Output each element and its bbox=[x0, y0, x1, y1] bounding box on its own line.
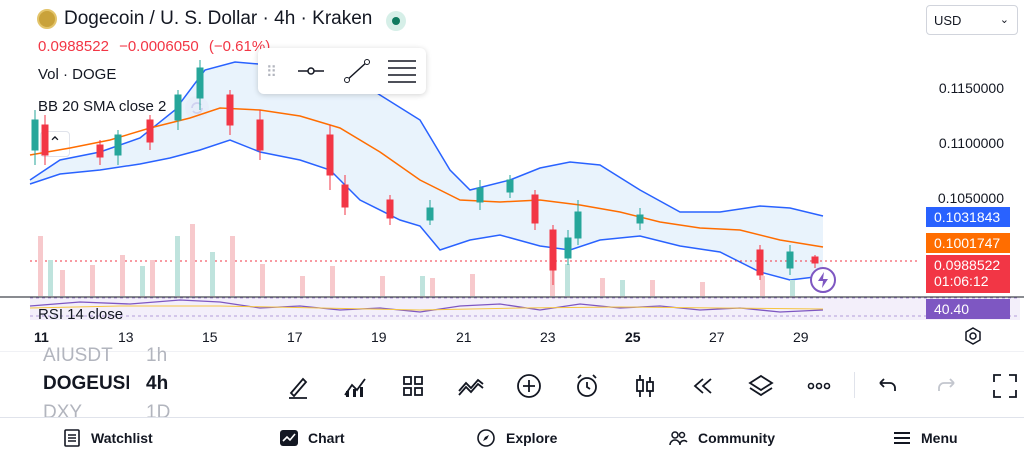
last-price-tag: 0.0988522 01:06:12 bbox=[926, 255, 1010, 293]
candles-icon[interactable] bbox=[630, 371, 660, 401]
alert-clock-icon[interactable] bbox=[572, 371, 602, 401]
bottom-nav: Watchlist Chart Explore Community Menu bbox=[0, 417, 1024, 461]
trend-line-icon[interactable] bbox=[342, 57, 372, 85]
layouts-icon[interactable] bbox=[398, 371, 428, 401]
bollinger-lower-band bbox=[29, 139, 824, 281]
bollinger-indicator-label[interactable]: BB 20 SMA close 2 bbox=[38, 98, 167, 115]
symbol-picker-prev[interactable]: AIUSDT bbox=[43, 345, 113, 366]
horizontal-line-icon[interactable] bbox=[296, 57, 326, 85]
symbol-picker-current[interactable]: DOGEUSD bbox=[43, 373, 129, 394]
bb-upper-tag: 0.1031843 bbox=[926, 207, 1010, 227]
price-change-line: 0.0988522 −0.0006050 (−0.61%) bbox=[38, 38, 276, 55]
nav-community[interactable]: Community bbox=[698, 430, 775, 446]
fullscreen-icon[interactable] bbox=[990, 371, 1020, 401]
chart-nav-icon[interactable] bbox=[279, 428, 299, 448]
more-icon[interactable] bbox=[804, 371, 834, 401]
time-tick: 13 bbox=[118, 329, 134, 345]
interval-picker-current[interactable]: 4h bbox=[146, 373, 169, 394]
bollinger-basis bbox=[29, 107, 824, 248]
brush-icon[interactable] bbox=[283, 371, 313, 401]
chevron-down-icon: ⌄ bbox=[999, 14, 1009, 26]
symbol-picker-next[interactable]: DXY bbox=[43, 402, 83, 417]
menu-icon[interactable] bbox=[892, 428, 912, 448]
price-chart[interactable] bbox=[0, 40, 1024, 352]
interval-picker-prev[interactable]: 1h bbox=[146, 345, 168, 366]
symbol-title[interactable]: Dogecoin / U. S. Dollar · 4h · Kraken bbox=[64, 8, 373, 29]
drawing-toolbar-popup: ⠿ bbox=[258, 48, 426, 94]
community-icon[interactable] bbox=[668, 428, 688, 448]
drag-handle-icon[interactable]: ⠿ bbox=[266, 64, 277, 81]
currency-value: USD bbox=[934, 13, 962, 28]
nav-chart[interactable]: Chart bbox=[308, 430, 345, 446]
chart-header: Dogecoin / U. S. Dollar · 4h · Kraken US… bbox=[0, 0, 1024, 40]
bollinger-upper-band bbox=[29, 61, 824, 217]
redo-icon[interactable] bbox=[932, 371, 962, 401]
time-tick: 15 bbox=[202, 329, 218, 345]
indicators-icon[interactable] bbox=[340, 371, 370, 401]
rsi-ma-line bbox=[29, 305, 824, 311]
bollinger-fill bbox=[30, 62, 823, 280]
last-price: 0.0988522 bbox=[38, 38, 109, 55]
last-price-tag-value: 0.0988522 bbox=[934, 257, 1001, 273]
explore-icon[interactable] bbox=[476, 428, 496, 448]
interval-picker-next[interactable]: 1D bbox=[146, 402, 171, 417]
rsi-value-tag: 40.40 bbox=[926, 299, 1010, 319]
rsi-band bbox=[30, 298, 1020, 320]
volume-bars-up bbox=[48, 236, 795, 296]
time-tick: 29 bbox=[793, 329, 809, 345]
rsi-indicator-label[interactable]: RSI 14 close bbox=[38, 306, 124, 323]
time-tick: 11 bbox=[34, 329, 49, 345]
dogecoin-logo-icon bbox=[37, 9, 57, 29]
bar-countdown: 01:06:12 bbox=[934, 273, 989, 289]
time-tick: 25 bbox=[625, 329, 641, 345]
time-tick: 21 bbox=[456, 329, 472, 345]
price-tick: 0.1050000 bbox=[937, 190, 1004, 206]
layers-icon[interactable] bbox=[746, 371, 776, 401]
watchlist-icon[interactable] bbox=[62, 428, 82, 448]
price-change-pct: (−0.61%) bbox=[208, 38, 271, 55]
price-tick: 0.1150000 bbox=[938, 80, 1004, 96]
fib-lines-icon[interactable] bbox=[386, 57, 418, 85]
time-tick: 27 bbox=[709, 329, 725, 345]
bb-basis-tag: 0.1001747 bbox=[926, 233, 1010, 253]
time-tick: 23 bbox=[540, 329, 556, 345]
candles bbox=[31, 60, 819, 285]
rsi-line bbox=[29, 299, 824, 313]
undo-icon[interactable] bbox=[872, 371, 902, 401]
replay-icon[interactable] bbox=[688, 371, 718, 401]
add-icon[interactable] bbox=[514, 371, 544, 401]
price-tick: 0.1100000 bbox=[938, 135, 1004, 151]
chevron-up-icon: ⌃ bbox=[48, 135, 62, 152]
toolbar-divider bbox=[854, 372, 855, 398]
time-tick: 19 bbox=[371, 329, 387, 345]
nav-watchlist[interactable]: Watchlist bbox=[91, 430, 153, 446]
compare-icon[interactable] bbox=[456, 371, 486, 401]
nav-menu[interactable]: Menu bbox=[921, 430, 958, 446]
volume-indicator-label[interactable]: Vol · DOGE bbox=[38, 66, 117, 83]
price-change: −0.0006050 bbox=[119, 38, 199, 55]
alert-lightning-icon[interactable] bbox=[810, 267, 836, 293]
market-open-icon bbox=[386, 11, 406, 31]
chart-settings-icon[interactable] bbox=[963, 326, 983, 346]
time-tick: 17 bbox=[287, 329, 303, 345]
currency-select[interactable]: USD ⌄ bbox=[926, 5, 1018, 35]
nav-explore[interactable]: Explore bbox=[506, 430, 558, 446]
